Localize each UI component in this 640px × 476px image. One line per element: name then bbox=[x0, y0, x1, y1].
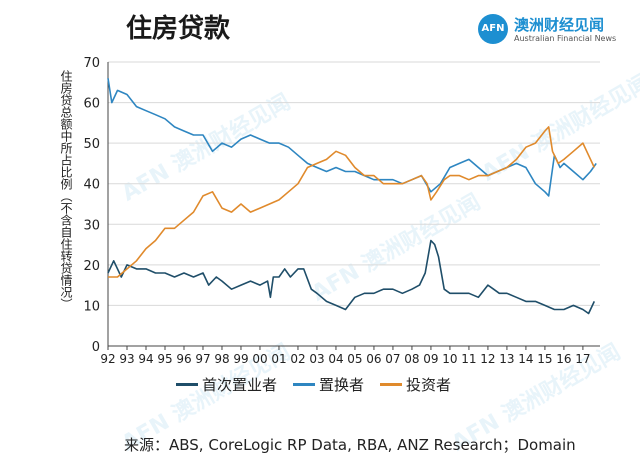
x-tick-label: 03 bbox=[309, 352, 324, 366]
x-tick-label: 96 bbox=[176, 352, 191, 366]
source-note: 来源：ABS, CoreLogic RP Data, RBA, ANZ Rese… bbox=[124, 436, 576, 454]
y-tick-label: 10 bbox=[83, 299, 100, 314]
legend-item-first-home: 首次置业者 bbox=[176, 374, 277, 395]
x-tick-label: 97 bbox=[195, 352, 210, 366]
series-line-first-home bbox=[107, 239, 596, 315]
y-tick-label: 0 bbox=[92, 340, 100, 355]
y-tick-label: 70 bbox=[83, 56, 100, 71]
afn-logo: AFN 澳洲财经见闻 Australian Financial News bbox=[478, 14, 628, 48]
logo-english-name: Australian Financial News bbox=[514, 34, 617, 43]
x-tick-label: 08 bbox=[404, 352, 419, 366]
logo-chinese-name: 澳洲财经见闻 bbox=[514, 16, 605, 34]
x-tick-label: 04 bbox=[328, 352, 343, 366]
x-tick-label: 93 bbox=[119, 352, 134, 366]
y-tick-labels: 0 10 20 30 40 50 60 70 bbox=[83, 56, 100, 355]
x-tick-label: 07 bbox=[385, 352, 400, 366]
legend-label-investor: 投资者 bbox=[406, 376, 452, 394]
afn-logo-icon: AFN bbox=[478, 14, 508, 44]
x-tick-label: 99 bbox=[233, 352, 248, 366]
x-tick-label: 00 bbox=[252, 352, 267, 366]
y-tick-label: 60 bbox=[83, 97, 100, 112]
x-tick-label: 02 bbox=[290, 352, 305, 366]
x-tick-label: 14 bbox=[518, 352, 533, 366]
x-tick-label: 01 bbox=[271, 352, 286, 366]
x-tick-label: 09 bbox=[423, 352, 438, 366]
legend-label-upgrader: 置换者 bbox=[319, 376, 365, 394]
x-tick-label: 15 bbox=[537, 352, 552, 366]
chart-title: 住房贷款 bbox=[126, 14, 231, 44]
x-tick-label: 05 bbox=[347, 352, 362, 366]
x-tick-label: 06 bbox=[366, 352, 381, 366]
legend-label-first-home: 首次置业者 bbox=[202, 376, 278, 394]
chart-series bbox=[107, 78, 597, 315]
x-tick-label: 16 bbox=[556, 352, 571, 366]
x-tick-label: 13 bbox=[499, 352, 514, 366]
y-tick-label: 20 bbox=[83, 259, 100, 274]
chart-grid bbox=[108, 61, 600, 306]
y-tick-label: 30 bbox=[83, 218, 100, 233]
x-tick-label: 10 bbox=[442, 352, 457, 366]
x-tick-label: 98 bbox=[214, 352, 229, 366]
x-tick-label: 95 bbox=[157, 352, 172, 366]
x-tick-label: 94 bbox=[138, 352, 153, 366]
legend-swatch-upgrader bbox=[293, 383, 316, 386]
chart-axes bbox=[107, 62, 600, 350]
x-tick-label: 92 bbox=[100, 352, 115, 366]
legend: 首次置业者 置换者 投资者 bbox=[176, 374, 467, 395]
series-line-investor bbox=[108, 126, 596, 278]
x-tick-label: 12 bbox=[480, 352, 495, 366]
y-tick-label: 40 bbox=[83, 178, 100, 193]
legend-item-investor: 投资者 bbox=[380, 374, 451, 395]
y-tick-label: 50 bbox=[83, 137, 100, 152]
x-tick-label: 11 bbox=[461, 352, 476, 366]
legend-item-upgrader: 置换者 bbox=[293, 374, 364, 395]
series-line-upgrader bbox=[107, 78, 597, 197]
legend-swatch-investor bbox=[380, 383, 403, 386]
y-axis-label: 住房贷总额中所占比例（不含自住转贷情况） bbox=[59, 70, 73, 310]
legend-swatch-first-home bbox=[176, 383, 198, 386]
x-tick-labels: 92 93 94 95 96 97 98 99 00 01 02 03 04 05 06 07 08 09 10 11… bbox=[100, 352, 590, 366]
x-tick-label: 17 bbox=[575, 352, 590, 366]
